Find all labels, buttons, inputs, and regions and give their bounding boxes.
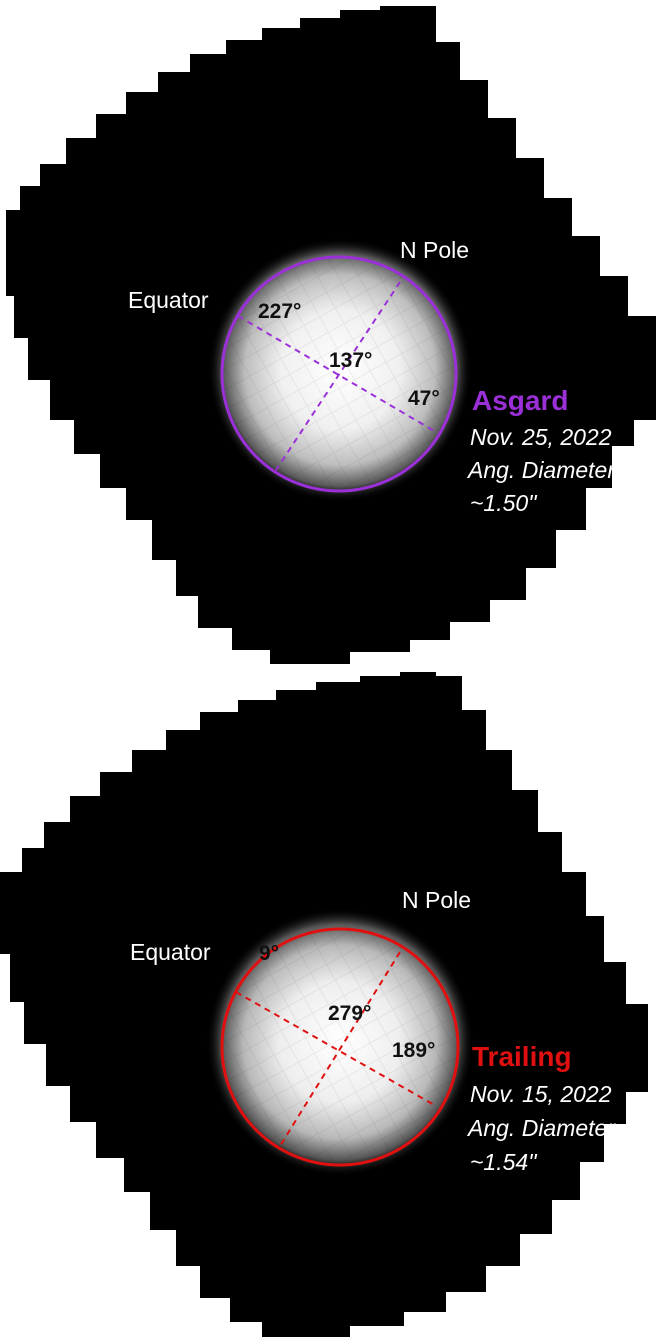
target-name: Trailing <box>472 1041 572 1072</box>
longitude-right-label: 47° <box>408 387 440 410</box>
pole-axis-line <box>279 951 401 1147</box>
disk-outline <box>220 255 458 493</box>
pole-axis-line <box>275 281 401 471</box>
pixel-grid-overlay <box>218 920 462 1164</box>
equator-label: Equator <box>130 939 211 965</box>
disk-outline <box>220 927 460 1167</box>
longitude-right-label: 189° <box>392 1039 435 1062</box>
diameter-label: Ang. Diameter <box>466 1115 616 1141</box>
longitude-center-label: 279° <box>328 1002 371 1025</box>
image-panel-trailing: N Pole Equator 9° 279° 189° Trailing Nov… <box>0 672 656 1337</box>
diameter-value: ~1.50" <box>470 490 538 516</box>
pixel-grid-overlay <box>220 250 460 490</box>
target-name: Asgard <box>472 385 568 416</box>
image-panel-asgard: N Pole Equator 227° 137° 47° Asgard Nov.… <box>0 0 656 665</box>
observation-date: Nov. 15, 2022 <box>470 1081 612 1107</box>
equator-line <box>237 315 437 433</box>
longitude-top-label: 9° <box>259 942 279 965</box>
longitude-center-label: 137° <box>329 349 372 372</box>
observation-date: Nov. 25, 2022 <box>470 424 612 450</box>
equator-line <box>235 991 437 1107</box>
n-pole-label: N Pole <box>400 237 469 263</box>
asgard-observation-image: N Pole Equator 227° 137° 47° Asgard Nov.… <box>6 6 656 664</box>
diameter-label: Ang. Diameter <box>466 457 616 483</box>
longitude-top-label: 227° <box>258 300 301 323</box>
diameter-value: ~1.54" <box>470 1149 538 1175</box>
trailing-observation-image: N Pole Equator 9° 279° 189° Trailing Nov… <box>0 672 648 1337</box>
equator-label: Equator <box>128 287 209 313</box>
n-pole-label: N Pole <box>402 887 471 913</box>
